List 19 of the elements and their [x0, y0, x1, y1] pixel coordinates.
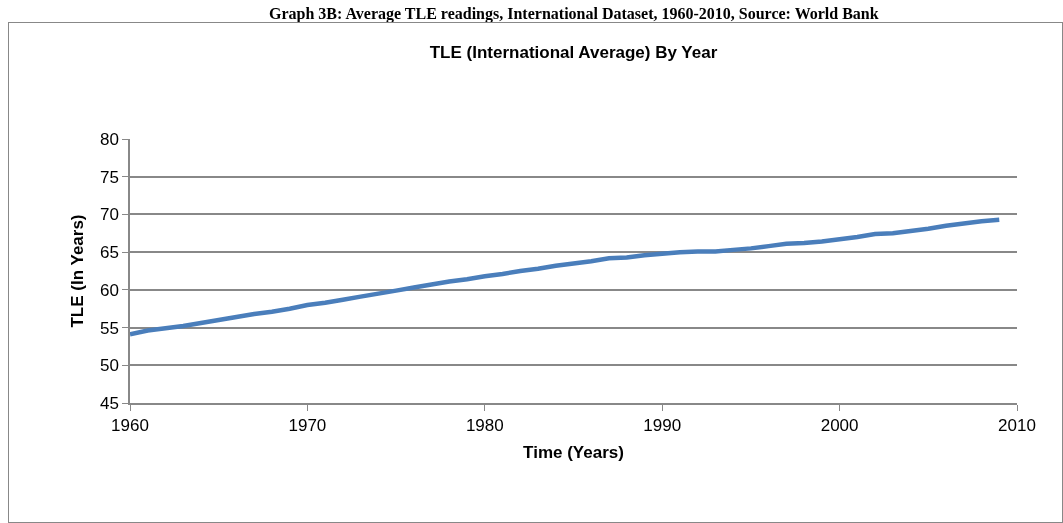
- caption: Graph 3B: Average TLE readings, International Dataset, 1960-2010, Source: World Bank: [269, 5, 879, 23]
- y-tick-label: 65: [99, 243, 119, 263]
- x-tick-label: 1960: [111, 416, 149, 436]
- x-tick-label: 1980: [465, 416, 504, 436]
- y-tick-label: 50: [99, 356, 119, 376]
- y-tick-label: 75: [99, 167, 119, 187]
- chart-title: TLE (International Average) By Year: [429, 43, 718, 63]
- y-tick-label: 70: [99, 205, 119, 225]
- x-tick-label: 1970: [288, 416, 327, 436]
- x-tick-label: 2000: [820, 416, 859, 436]
- y-tick-label: 55: [99, 318, 119, 338]
- x-axis-title: Time (Years): [523, 443, 624, 463]
- y-tick-label: 45: [99, 393, 119, 413]
- x-tick-label: 2010: [998, 416, 1036, 436]
- y-tick-label: 80: [99, 129, 119, 149]
- y-axis-title: TLE (In Years): [67, 214, 87, 328]
- line-series: [130, 217, 1002, 337]
- x-tick-label: 1990: [643, 416, 682, 436]
- y-tick-label: 60: [99, 280, 119, 300]
